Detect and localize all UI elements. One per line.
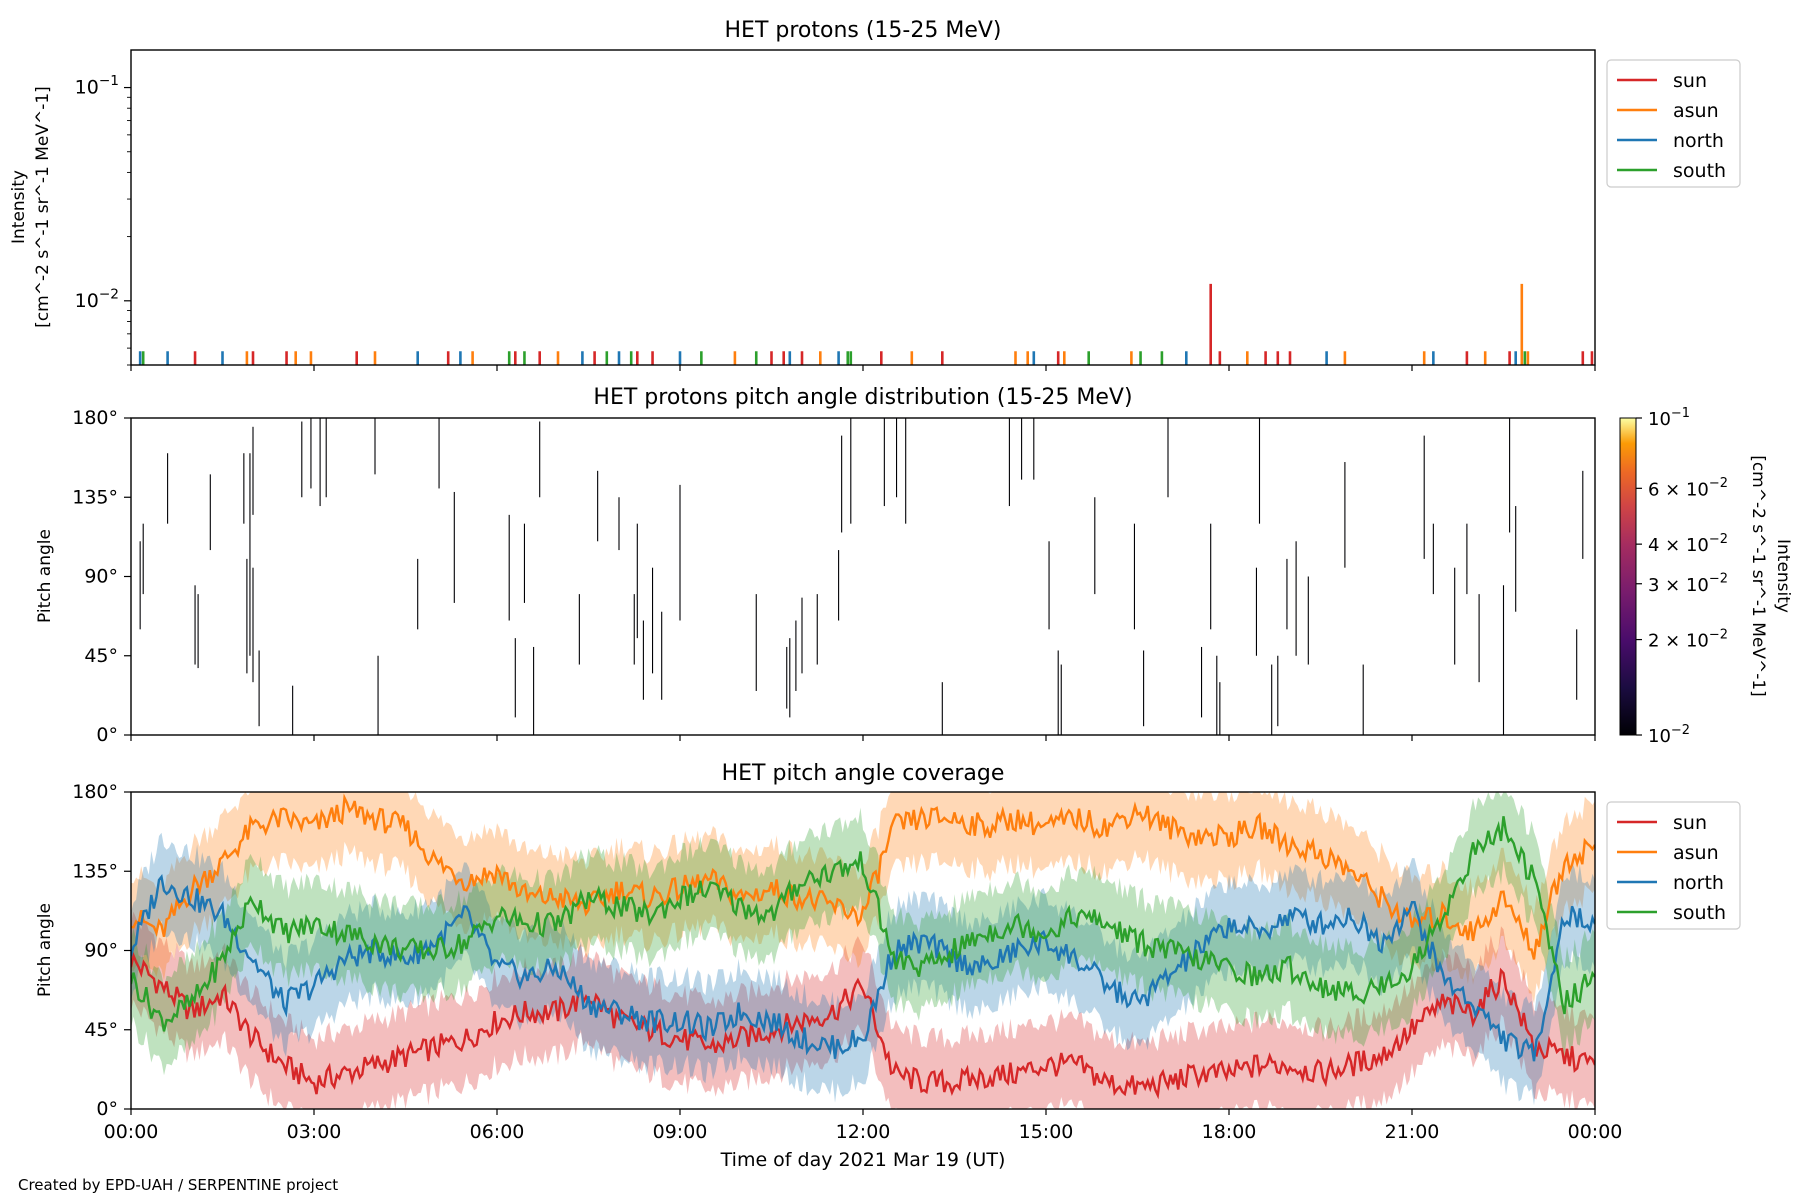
- sun-band: [131, 911, 1595, 1109]
- intensity-plot-area: [131, 50, 1595, 365]
- intensity-panel-title: HET protons (15-25 MeV): [725, 18, 1002, 43]
- pad-x-ticks: [130, 735, 1596, 741]
- colorbar-tick-label: 3 × 10−2: [1648, 572, 1728, 596]
- legend-box: [1606, 59, 1741, 188]
- legend-label-south: south: [1673, 902, 1726, 924]
- y-tick-label: 90°: [84, 566, 118, 588]
- sun-line: [131, 951, 1595, 1100]
- y-tick-label: 135°: [72, 486, 118, 508]
- y-tick-label: 0°: [96, 724, 118, 746]
- x-tick-label: 12:00: [836, 1121, 891, 1143]
- intensity-x-ticks: [130, 365, 1596, 371]
- legend-label-sun: sun: [1673, 70, 1707, 92]
- pad-panel-title: HET protons pitch angle distribution (15…: [593, 385, 1132, 410]
- south-line: [131, 816, 1595, 1032]
- coverage-panel-title: HET pitch angle coverage: [722, 761, 1005, 786]
- pad-marks: [139, 418, 1584, 735]
- intensity-y-axis: 10−2 10−1: [75, 73, 131, 366]
- legend-label-asun: asun: [1673, 100, 1719, 122]
- colorbar-tick-label: 10−1: [1648, 406, 1690, 430]
- x-tick-label: 09:00: [653, 1121, 708, 1143]
- coverage-plot-area: [131, 792, 1595, 1109]
- intensity-legend: sun asun north south: [1606, 59, 1741, 188]
- legend-label-asun: asun: [1673, 842, 1719, 864]
- y-tick-label: 10−2: [75, 286, 119, 312]
- legend-label-north: north: [1673, 872, 1724, 894]
- x-tick-label: 00:00: [1568, 1121, 1623, 1143]
- pad-y-label: Pitch angle: [35, 529, 55, 623]
- x-tick-label: 06:00: [470, 1121, 525, 1143]
- y-tick-label: 180°: [72, 781, 118, 803]
- x-tick-label: 00:00: [104, 1121, 159, 1143]
- y-tick-label: 90°: [84, 940, 118, 962]
- x-tick-label: 21:00: [1385, 1121, 1440, 1143]
- colorbar: [1619, 417, 1637, 736]
- coverage-x-label: Time of day 2021 Mar 19 (UT): [720, 1149, 1006, 1171]
- coverage-legend: sun asun north south: [1606, 801, 1741, 930]
- colorbar-tick-label: 6 × 10−2: [1648, 476, 1728, 500]
- coverage-x-axis: 00:00 03:00 06:00 09:00 12:00 15:00 18:00 21:00…: [104, 1109, 1623, 1143]
- credit-text: Created by EPD-UAH / SERPENTINE project: [18, 1176, 339, 1194]
- pad-plot-area: [131, 418, 1595, 735]
- x-tick-label: 03:00: [287, 1121, 342, 1143]
- x-tick-label: 18:00: [1202, 1121, 1257, 1143]
- intensity-panel: HET protons (15-25 MeV) 10−2 10−1 Intensi…: [9, 18, 1741, 371]
- pad-y-axis: 0° 45° 90° 135° 180°: [72, 407, 131, 746]
- legend-box: [1606, 801, 1741, 930]
- intensity-marks: [138, 283, 1594, 365]
- colorbar-ticks: 10−2 2 × 10−2 3 × 10−2 4 × 10−2 6 × 10−2 10−1: [1636, 406, 1728, 747]
- y-tick-label: 45°: [84, 1019, 118, 1041]
- north-band: [131, 832, 1595, 1106]
- y-tick-label: 10−1: [75, 73, 119, 99]
- colorbar-label: Intensity: [1773, 539, 1793, 613]
- south-band: [131, 792, 1595, 1076]
- colorbar-tick-label: 4 × 10−2: [1648, 532, 1728, 556]
- legend-label-south: south: [1673, 160, 1726, 182]
- colorbar-tick-label: 10−2: [1648, 723, 1690, 747]
- pad-panel: HET protons pitch angle distribution (15…: [35, 385, 1793, 747]
- y-tick-label: 135°: [72, 860, 118, 882]
- intensity-y-unit: [cm^-2 s^-1 sr^-1 MeV^-1]: [33, 86, 53, 328]
- y-tick-label: 180°: [72, 407, 118, 429]
- colorbar-unit: [cm^-2 s^-1 sr^-1 MeV^-1]: [1748, 455, 1768, 697]
- y-tick-label: 45°: [84, 645, 118, 667]
- x-tick-label: 15:00: [1019, 1121, 1074, 1143]
- coverage-y-axis: 0° 45° 90° 135° 180°: [72, 781, 131, 1120]
- y-tick-label: 0°: [96, 1098, 118, 1120]
- legend-label-north: north: [1673, 130, 1724, 152]
- asun-line: [131, 793, 1595, 960]
- coverage-marks: [131, 792, 1595, 1109]
- coverage-y-label: Pitch angle: [35, 903, 55, 997]
- colorbar-tick-label: 2 × 10−2: [1648, 627, 1728, 651]
- legend-label-sun: sun: [1673, 812, 1707, 834]
- intensity-y-label: Intensity: [9, 170, 29, 244]
- coverage-panel: HET pitch angle coverage 0° 45° 90° 135° 180…: [35, 761, 1741, 1171]
